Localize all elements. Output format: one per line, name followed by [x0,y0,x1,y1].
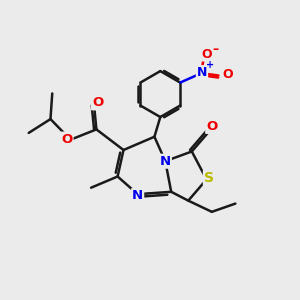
Text: S: S [204,171,214,185]
Text: O: O [206,120,218,133]
Text: +: + [206,61,214,70]
Text: O: O [222,68,232,80]
Text: O: O [61,133,73,146]
Text: O: O [201,47,212,61]
Text: N: N [160,155,171,168]
Text: N: N [197,66,207,79]
Text: N: N [132,189,143,202]
Text: O: O [92,96,103,110]
Text: –: – [212,43,219,56]
